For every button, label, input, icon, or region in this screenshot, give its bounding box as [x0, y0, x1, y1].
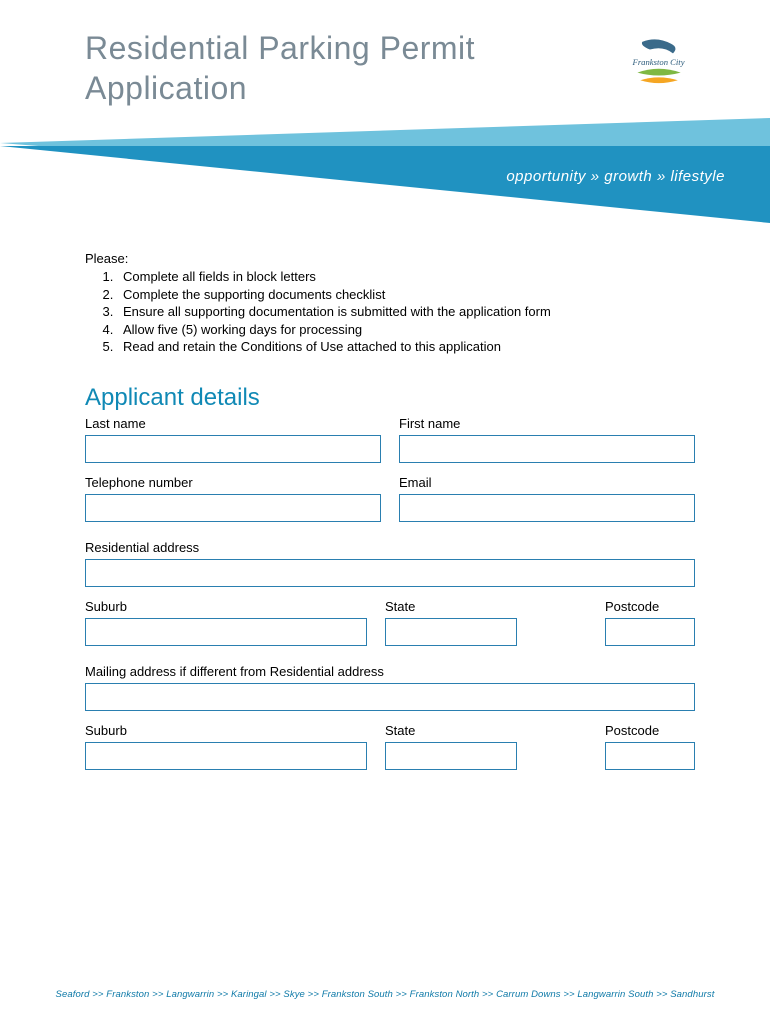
section-heading-applicant: Applicant details [85, 384, 695, 412]
residential-address-input[interactable] [85, 559, 695, 587]
postcode-input[interactable] [605, 618, 695, 646]
mailing-state-label: State [385, 723, 517, 738]
email-group: Email [399, 475, 695, 522]
last-name-label: Last name [85, 416, 381, 431]
first-name-label: First name [399, 416, 695, 431]
telephone-input[interactable] [85, 494, 381, 522]
residential-address-group: Residential address [85, 540, 695, 587]
mailing-address-group: Mailing address if different from Reside… [85, 664, 695, 711]
mailing-state-input[interactable] [385, 742, 517, 770]
mailing-postcode-group: Postcode [605, 723, 695, 770]
first-name-group: First name [399, 416, 695, 463]
footer-suburbs: Seaford >> Frankston >> Langwarrin >> Ka… [0, 989, 770, 1000]
tagline: opportunity » growth » lifestyle [506, 168, 725, 185]
mailing-postcode-input[interactable] [605, 742, 695, 770]
banner: opportunity » growth » lifestyle [0, 118, 770, 223]
telephone-label: Telephone number [85, 475, 381, 490]
mailing-address-label: Mailing address if different from Reside… [85, 664, 695, 679]
instructions-list: Complete all fields in block letters Com… [85, 268, 695, 356]
telephone-group: Telephone number [85, 475, 381, 522]
instruction-item: Complete all fields in block letters [117, 268, 695, 286]
residential-address-label: Residential address [85, 540, 695, 555]
email-input[interactable] [399, 494, 695, 522]
instructions-label: Please: [85, 251, 695, 266]
postcode-label: Postcode [605, 599, 695, 614]
suburb-input[interactable] [85, 618, 367, 646]
frankston-city-logo: Frankston City [623, 33, 695, 93]
instruction-item: Allow five (5) working days for processi… [117, 321, 695, 339]
mailing-suburb-group: Suburb [85, 723, 367, 770]
email-label: Email [399, 475, 695, 490]
state-label: State [385, 599, 517, 614]
first-name-input[interactable] [399, 435, 695, 463]
instruction-item: Read and retain the Conditions of Use at… [117, 338, 695, 356]
header: Residential Parking Permit Application F… [0, 0, 770, 108]
mailing-suburb-input[interactable] [85, 742, 367, 770]
last-name-group: Last name [85, 416, 381, 463]
postcode-group: Postcode [605, 599, 695, 646]
suburb-group: Suburb [85, 599, 367, 646]
state-group: State [385, 599, 517, 646]
instruction-item: Complete the supporting documents checkl… [117, 286, 695, 304]
mailing-postcode-label: Postcode [605, 723, 695, 738]
suburb-label: Suburb [85, 599, 367, 614]
content-area: Please: Complete all fields in block let… [0, 223, 770, 770]
mailing-address-input[interactable] [85, 683, 695, 711]
svg-text:Frankston City: Frankston City [631, 57, 684, 67]
state-input[interactable] [385, 618, 517, 646]
page-title: Residential Parking Permit Application [85, 28, 623, 108]
mailing-suburb-label: Suburb [85, 723, 367, 738]
mailing-state-group: State [385, 723, 517, 770]
last-name-input[interactable] [85, 435, 381, 463]
instruction-item: Ensure all supporting documentation is s… [117, 303, 695, 321]
